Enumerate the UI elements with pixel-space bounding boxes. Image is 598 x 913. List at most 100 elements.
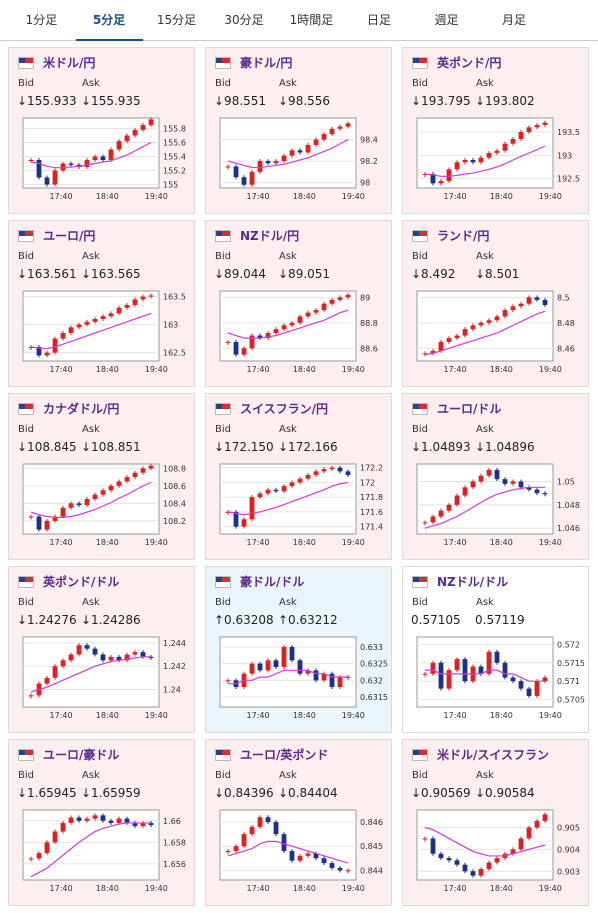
candle — [92, 319, 98, 322]
rate-card[interactable]: NZドル/ドル Bid Ask 0.57105 0.57119 0.5705 0.571 0.… — [402, 566, 589, 733]
tab[interactable]: 1分足 — [25, 13, 58, 27]
tab-bar: 1分足 5分足 15分足 30分足 1時間足 日足 週足 月足 — [0, 0, 598, 41]
tab[interactable]: 月足 — [501, 13, 526, 27]
x-tick-label: 19:40 — [539, 538, 562, 547]
candle — [52, 338, 58, 353]
candle — [140, 822, 146, 827]
candle — [265, 660, 271, 671]
candle — [297, 855, 303, 861]
x-tick-label: 19:40 — [342, 538, 365, 547]
rate-card[interactable]: ユーロ/ドル Bid Ask ↓1.04893 ↓1.04896 1.046 1.048 1.… — [402, 393, 589, 560]
x-tick-label: 19:40 — [539, 192, 562, 201]
rate-card[interactable]: 米ドル/スイスフラン Bid Ask ↓0.90569 ↓0.90584 0.903 0.9… — [402, 739, 589, 906]
pair-title: 豪ドル/円 — [240, 56, 293, 70]
candle — [446, 169, 452, 181]
candle — [518, 132, 524, 139]
x-tick-label: 19:40 — [145, 884, 168, 893]
bid-label: Bid — [412, 597, 428, 608]
candle — [486, 320, 492, 323]
moving-average — [30, 141, 152, 169]
candle — [44, 842, 50, 854]
rate-card[interactable]: 米ドル/円 Bid Ask ↓155.933 ↓155.935 155 155.2 155.4… — [8, 47, 195, 214]
rate-card[interactable]: ユーロ/豪ドル Bid Ask ↓1.65945 ↓1.65959 1.656 1.658 1… — [8, 739, 195, 906]
candle — [132, 472, 138, 478]
moving-average — [227, 309, 349, 339]
candle — [108, 820, 114, 823]
tab[interactable]: 30分足 — [224, 13, 264, 27]
pair-title: 米ドル/スイスフラン — [437, 748, 550, 762]
candle — [321, 303, 327, 311]
rate-card[interactable]: ユーロ/円 Bid Ask ↓163.561 ↓163.565 162.5 163 163.5… — [8, 220, 195, 387]
candle — [116, 481, 122, 486]
ask-label: Ask — [82, 597, 100, 608]
x-tick-label: 18:40 — [96, 192, 119, 201]
candle — [116, 307, 122, 314]
candle — [313, 310, 319, 313]
flag-icon — [215, 576, 231, 588]
rate-card[interactable]: 豪ドル/ドル Bid Ask ↑0.63208 ↑0.63212 0.6315 0.632 0… — [205, 566, 392, 733]
tab[interactable]: 週足 — [434, 13, 459, 27]
y-tick-label: 1.244 — [163, 639, 186, 648]
rate-card[interactable]: NZドル/円 Bid Ask ↓89.044 ↓89.051 88.6 88.8 89 17:4… — [205, 220, 392, 387]
candle — [233, 341, 239, 355]
tab[interactable]: 日足 — [366, 13, 391, 27]
y-tick-label: 88.6 — [360, 344, 378, 353]
bid-label: Bid — [215, 770, 231, 781]
flag-icon — [412, 230, 428, 242]
y-tick-label: 0.5705 — [557, 696, 585, 705]
candle — [313, 670, 319, 681]
y-tick-label: 155.4 — [163, 153, 186, 162]
rate-card[interactable]: カナダドル/円 Bid Ask ↓108.845 ↓108.851 108.2 108.4 1… — [8, 393, 195, 560]
candle — [494, 651, 500, 663]
candle — [108, 485, 114, 491]
candle — [28, 160, 34, 161]
candle — [225, 166, 231, 168]
mini-chart: 108.2 108.4 108.6 108.8 17:40 18:40 19:40 — [22, 463, 186, 547]
candle — [337, 677, 343, 687]
tab[interactable]: 15分足 — [156, 13, 197, 27]
candle — [305, 853, 311, 856]
candle — [76, 324, 82, 328]
mini-chart: 1.24 1.242 1.244 17:40 18:40 19:40 — [22, 636, 186, 720]
bid-value: ↓8.492 — [411, 267, 456, 281]
candle — [257, 817, 263, 827]
candle — [526, 827, 532, 839]
bid-label: Bid — [215, 424, 231, 435]
candle — [430, 350, 436, 354]
candle — [329, 299, 335, 304]
moving-average — [228, 669, 348, 685]
candle — [132, 822, 138, 827]
candle — [478, 322, 484, 326]
ask-label: Ask — [82, 424, 100, 435]
bid-value: ↓193.795 — [411, 94, 471, 108]
rate-card[interactable]: ユーロ/英ポンド Bid Ask ↓0.84396 ↓0.84404 0.844 0.845… — [205, 739, 392, 906]
bid-label: Bid — [215, 251, 231, 262]
rate-card[interactable]: スイスフラン/円 Bid Ask ↓172.150 ↓172.166 171.4 171.6… — [205, 393, 392, 560]
candle — [454, 495, 460, 505]
candle — [337, 867, 343, 871]
ask-value: ↓8.501 — [475, 267, 520, 281]
candle — [486, 862, 492, 870]
y-tick-label: 0.5715 — [557, 659, 585, 668]
candle — [241, 348, 247, 355]
rate-card[interactable]: 英ポンド/円 Bid Ask ↓193.795 ↓193.802 192.5 193 193.… — [402, 47, 589, 214]
rate-card[interactable]: ランド/円 Bid Ask ↓8.492 ↓8.501 8.46 8.48 8.5 17:40 1… — [402, 220, 589, 387]
candle — [313, 471, 319, 476]
y-tick-label: 0.845 — [360, 842, 383, 851]
candle — [438, 181, 444, 184]
candle — [44, 520, 50, 530]
moving-average — [424, 826, 546, 857]
tab[interactable]: 5分足 — [75, 0, 143, 41]
candle — [510, 849, 516, 854]
candle — [68, 163, 74, 165]
rate-card[interactable]: 豪ドル/円 Bid Ask ↓98.551 ↓98.556 98 98.2 98.4 17:40… — [205, 47, 392, 214]
candle — [438, 853, 444, 859]
candle — [116, 141, 122, 150]
ask-label: Ask — [82, 251, 100, 262]
ask-value: ↓155.935 — [81, 94, 141, 108]
rate-card[interactable]: 英ポンド/ドル Bid Ask ↓1.24276 ↓1.24286 1.24 1.242 1.… — [8, 566, 195, 733]
tab[interactable]: 1時間足 — [289, 13, 334, 27]
pair-title: ユーロ/円 — [43, 229, 96, 243]
y-tick-label: 163 — [163, 321, 178, 330]
flag-icon — [18, 576, 34, 588]
